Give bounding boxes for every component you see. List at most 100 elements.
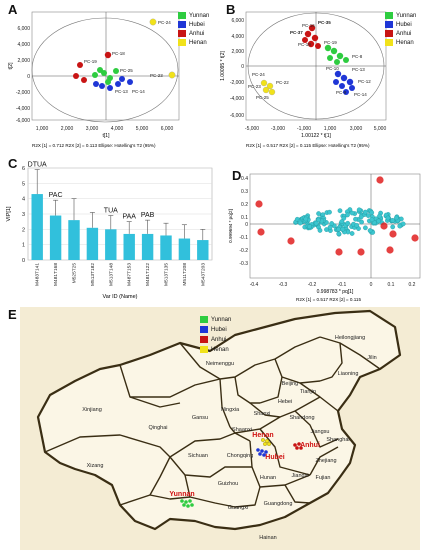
bar [197,240,209,260]
bar [86,227,99,260]
b-ytick: 2,000 [231,49,244,55]
loading-point [317,228,323,233]
y-tick-label: 4 [22,197,25,203]
a-ytick: -6,000 [16,118,30,124]
legend-a-henan: Henan [178,39,207,46]
b-point-label: PC-23 [248,84,261,89]
loading-point [362,209,368,215]
loading-point [345,220,351,226]
loading-point [337,208,343,214]
b-point-label: PC-14 [354,92,367,97]
a-point-label: PC-13 [115,89,128,94]
x-tick-label: M483T141 [35,263,41,286]
vip-bar-chart: 0 1 2 3 4 5 6 VIP[1] M483T141 DTUA M481T168 PAC M525… [6,162,213,300]
loading-point [336,226,341,232]
loading-point [345,212,350,218]
d-red-points [255,176,419,256]
d-ytick: -0.1 [239,235,248,241]
a-point-label: PC-14 [132,89,145,94]
d-xtick: 0 [370,282,373,288]
b-ytick: -4,000 [230,96,244,102]
panel-label-e: E [8,307,17,322]
loading-point [313,220,319,226]
region-label: Anhui [300,442,320,449]
b-xtick: 3,000 [350,126,363,132]
y-axis-label: VIP[1] [6,206,12,221]
panel-label-b: B [226,2,236,17]
region-label: Hubei [265,454,285,461]
region-label: Guangxi [228,505,249,511]
b-ylabel: 1.00095 * t[2] [220,51,226,81]
legend-b-yunnan: Yunnan [385,12,416,19]
b-point-label: PC-37 [290,30,303,35]
loading-point [327,209,332,215]
bar-annotation: PAC [49,192,63,199]
d-xtick: -0.1 [338,282,347,288]
d-ytick: 0.1 [241,215,248,221]
bar [68,220,80,260]
d-cyan-points [293,207,406,237]
score-plot-b: 6,000 4,000 2,000 0 -2,000 -4,000 -6,000… [220,11,386,148]
d-xtick: 0.1 [388,282,395,288]
y-tick-label: 3 [22,212,25,218]
a-ytick: -2,000 [16,90,30,96]
d-ytick: -0.2 [239,248,248,254]
y-tick-label: 2 [22,227,25,233]
bar [178,238,191,260]
a-points [73,18,176,91]
b-footer: R2X [1] = 0.517 R2X [2] = 0.115 Ellipse:… [246,143,370,148]
loading-point [376,218,381,224]
x-tick-label: M525T25 [72,263,78,284]
china-map: Heilongjiang Jilin Liaoning Neimenggu Be… [20,307,420,550]
y-tick-label: 1 [22,243,25,249]
x-tick-label: M513T148 [108,263,114,286]
d-ytick: 0.2 [241,202,248,208]
a-xtick: 4,000 [111,126,124,132]
a-ylabel: t[2] [8,62,14,70]
b-ytick: 4,000 [231,34,244,40]
bar-annotation: DTUA [28,162,47,169]
a-ytick: -4,000 [16,106,30,112]
bar-annotation: PAB [141,212,155,219]
y-tick-label: 6 [22,166,25,172]
b-xtick: 1,000 [324,126,337,132]
d-footer: R2X [1] = 0.517 R2X [2] = 0.115 [296,297,361,302]
region-label: Zhejiang [315,458,336,464]
loading-point [358,214,364,220]
b-point-label: PC-24 [252,72,265,77]
region-label: Hunan [260,475,276,481]
loading-point [340,226,346,232]
loading-point [354,223,360,228]
region-label: Shanxi [254,411,271,417]
a-xlabel: t[1] [103,133,111,139]
region-label: Henan [252,432,273,439]
y-tick-label: 5 [22,181,25,187]
region-label: Liaoning [338,371,359,377]
d-xtick: -0.3 [279,282,288,288]
region-label: Jiangxi [291,473,308,479]
region-label: Yunnan [169,491,194,498]
d-xtick: 0.2 [409,282,416,288]
loading-point [390,224,396,230]
b-point-label: PC-35 [318,20,331,25]
bar [141,233,154,260]
d-ytick: 0.3 [241,189,248,195]
legend-a-hubei: Hubei [178,21,205,28]
loading-point [353,216,358,222]
loading-point [336,231,342,237]
x-tick-label: M513T135 [164,263,170,286]
loading-point [329,221,335,226]
a-xtick: 1,000 [36,126,49,132]
a-point-label: PC-25 [120,68,133,73]
region-label: Sichuan [188,453,208,459]
bar-annotation: TUA [104,208,118,215]
a-xtick: 3,000 [86,126,99,132]
bar [31,194,43,260]
b-xtick: -1,000 [297,126,311,132]
a-xtick: 2,000 [61,126,74,132]
bar [123,233,135,260]
region-label: Gansu [192,415,208,421]
a-xtick: 6,000 [161,126,174,132]
region-label: Tianjin [300,389,316,395]
loading-point [363,225,368,231]
